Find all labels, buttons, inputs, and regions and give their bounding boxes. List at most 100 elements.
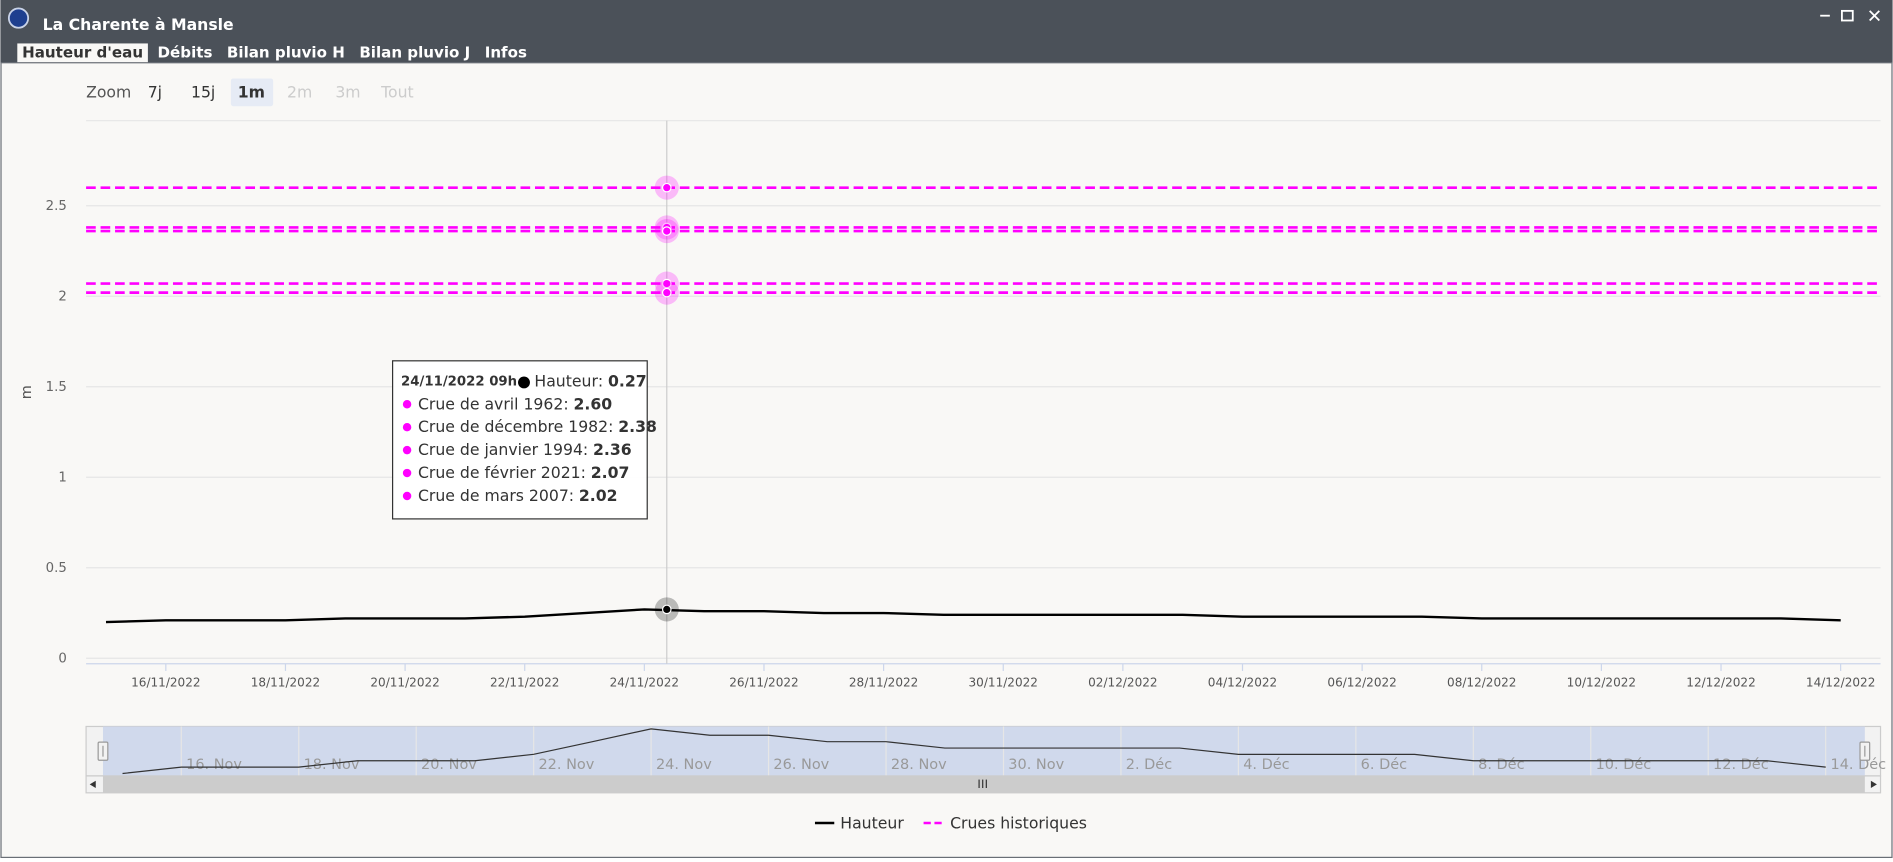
zoom-button[interactable]: 7j bbox=[148, 82, 162, 101]
navigator-label: 4. Déc bbox=[1243, 757, 1289, 773]
tooltip-threshold-name: Crue de décembre 1982 bbox=[418, 417, 608, 436]
navigator-label: 22. Nov bbox=[538, 757, 594, 773]
x-tick-label: 28/11/2022 bbox=[849, 676, 918, 690]
scrollbar-left-arrow[interactable] bbox=[89, 780, 96, 789]
y-tick-label: 1.5 bbox=[46, 380, 67, 395]
navigator-label: 24. Nov bbox=[656, 757, 712, 773]
tooltip-dot bbox=[402, 491, 412, 501]
y-axis-label: m bbox=[19, 385, 35, 399]
tab[interactable]: Bilan pluvio J bbox=[359, 44, 470, 62]
x-tick-label: 16/11/2022 bbox=[131, 676, 200, 690]
zoom-button-label: 3m bbox=[335, 82, 360, 101]
tab[interactable]: Hauteur d'eau bbox=[17, 43, 148, 64]
tab-label: Bilan pluvio H bbox=[227, 44, 345, 62]
zoom-button: 3m bbox=[335, 82, 360, 101]
zoom-button-label: 7j bbox=[148, 82, 162, 101]
navigator-line bbox=[122, 728, 1826, 775]
x-tick-label: 26/11/2022 bbox=[729, 676, 798, 690]
x-tick-label: 04/12/2022 bbox=[1208, 676, 1277, 690]
tooltip-threshold-value: 2.07 bbox=[591, 463, 630, 482]
tooltip-series-name: Hauteur bbox=[534, 371, 598, 390]
navigator-label: 6. Déc bbox=[1361, 757, 1407, 773]
navigator: 16. Nov 18. Nov 20. Nov 22. Nov 24. Nov 26. N… bbox=[85, 725, 1887, 794]
tooltip-threshold-value: 2.60 bbox=[573, 394, 612, 413]
tab[interactable]: Débits bbox=[158, 44, 213, 62]
legend-label[interactable]: Crues historiques bbox=[950, 814, 1087, 833]
series-line bbox=[105, 608, 1841, 624]
navigator-label: 16. Nov bbox=[186, 757, 242, 773]
zoom-button-label: Tout bbox=[380, 82, 414, 101]
threshold-marker bbox=[661, 226, 672, 236]
tab[interactable]: Bilan pluvio H bbox=[227, 44, 345, 62]
x-tick-label: 24/11/2022 bbox=[610, 676, 679, 690]
navigator-label: 28. Nov bbox=[891, 757, 947, 773]
zoom-bar: Zoom 7j 15j 1m 2m 3m Tout bbox=[86, 78, 414, 107]
tooltip-value: 0.27 bbox=[608, 371, 647, 390]
tooltip-threshold-name: Crue de février 2021 bbox=[418, 463, 581, 482]
navigator-label: 14. Déc bbox=[1831, 757, 1887, 773]
tooltip-dot bbox=[402, 468, 412, 478]
navigator-label: 8. Déc bbox=[1478, 757, 1524, 773]
maximize-button[interactable] bbox=[1841, 9, 1854, 22]
zoom-button[interactable]: 15j bbox=[191, 82, 215, 101]
tab-label: Bilan pluvio J bbox=[359, 44, 470, 62]
tooltip-separator: : bbox=[598, 371, 603, 390]
threshold-marker bbox=[661, 287, 672, 298]
x-tick-label: 18/11/2022 bbox=[251, 676, 320, 690]
tooltip-dot bbox=[402, 422, 412, 432]
zoom-button[interactable]: 1m bbox=[230, 78, 274, 107]
x-tick-label: 10/12/2022 bbox=[1567, 676, 1636, 690]
tab-background bbox=[17, 43, 148, 64]
threshold-marker bbox=[661, 182, 672, 193]
tooltip-separator: : bbox=[563, 394, 568, 413]
tab-label: Infos bbox=[485, 44, 527, 62]
zoom-label: Zoom bbox=[86, 82, 131, 101]
tooltip-dot: ● bbox=[517, 371, 531, 390]
tooltip-header: 24/11/2022 09h● Hauteur: 0.27 bbox=[401, 371, 647, 390]
scrollbar-thumb[interactable] bbox=[102, 775, 1865, 793]
tooltip-separator: : bbox=[581, 463, 586, 482]
navigator-label: 26. Nov bbox=[773, 757, 829, 773]
close-button[interactable] bbox=[1869, 10, 1880, 22]
scrollbar-right-arrow[interactable] bbox=[1870, 780, 1877, 789]
navigator-label: 12. Déc bbox=[1713, 757, 1769, 773]
tooltip-separator: : bbox=[569, 485, 574, 504]
zoom-button-label: 1m bbox=[238, 82, 265, 101]
x-tick-label: 20/11/2022 bbox=[370, 676, 439, 690]
x-tick-label: 30/11/2022 bbox=[969, 676, 1038, 690]
tooltip-row: Crue de février 2021: 2.07 bbox=[418, 463, 629, 482]
tooltip-date: 24/11/2022 09h bbox=[401, 374, 517, 389]
x-tick-label: 14/12/2022 bbox=[1806, 676, 1875, 690]
tooltip-threshold-value: 2.36 bbox=[593, 440, 632, 459]
content-border bbox=[0, 62, 1893, 858]
tooltip-dot bbox=[402, 445, 412, 455]
tab[interactable]: Infos bbox=[485, 44, 527, 62]
tabs: Hauteur d'eau Débits Bilan pluvio H Bilan p… bbox=[17, 43, 527, 64]
tooltip-threshold-name: Crue de janvier 1994 bbox=[418, 440, 583, 459]
y-tick-label: 2 bbox=[58, 289, 66, 304]
tooltip-threshold-value: 2.38 bbox=[618, 417, 657, 436]
zoom-button-background bbox=[230, 78, 274, 107]
zoom-button: 2m bbox=[287, 82, 312, 101]
navigator-label: 10. Déc bbox=[1596, 757, 1652, 773]
title-bar bbox=[0, 0, 1893, 63]
x-tick-label: 06/12/2022 bbox=[1327, 676, 1396, 690]
y-tick-label: 0 bbox=[58, 651, 66, 666]
navigator-label: 2. Déc bbox=[1126, 757, 1172, 773]
x-tick-label: 22/11/2022 bbox=[490, 676, 559, 690]
navigator-label: 30. Nov bbox=[1008, 757, 1064, 773]
navigator-selection bbox=[102, 726, 1865, 776]
tooltip-threshold-name: Crue de avril 1962 bbox=[418, 394, 563, 413]
tooltip-row: Crue de janvier 1994: 2.36 bbox=[418, 440, 632, 459]
legend: Hauteur Crues historiques bbox=[814, 814, 1087, 833]
legend-label[interactable]: Hauteur bbox=[840, 814, 904, 833]
tooltip-box bbox=[391, 360, 648, 520]
x-tick-label: 12/12/2022 bbox=[1686, 676, 1755, 690]
tooltip-row: Crue de mars 2007: 2.02 bbox=[418, 485, 618, 504]
navigator-label: 20. Nov bbox=[421, 757, 477, 773]
tooltip-separator: : bbox=[583, 440, 588, 459]
